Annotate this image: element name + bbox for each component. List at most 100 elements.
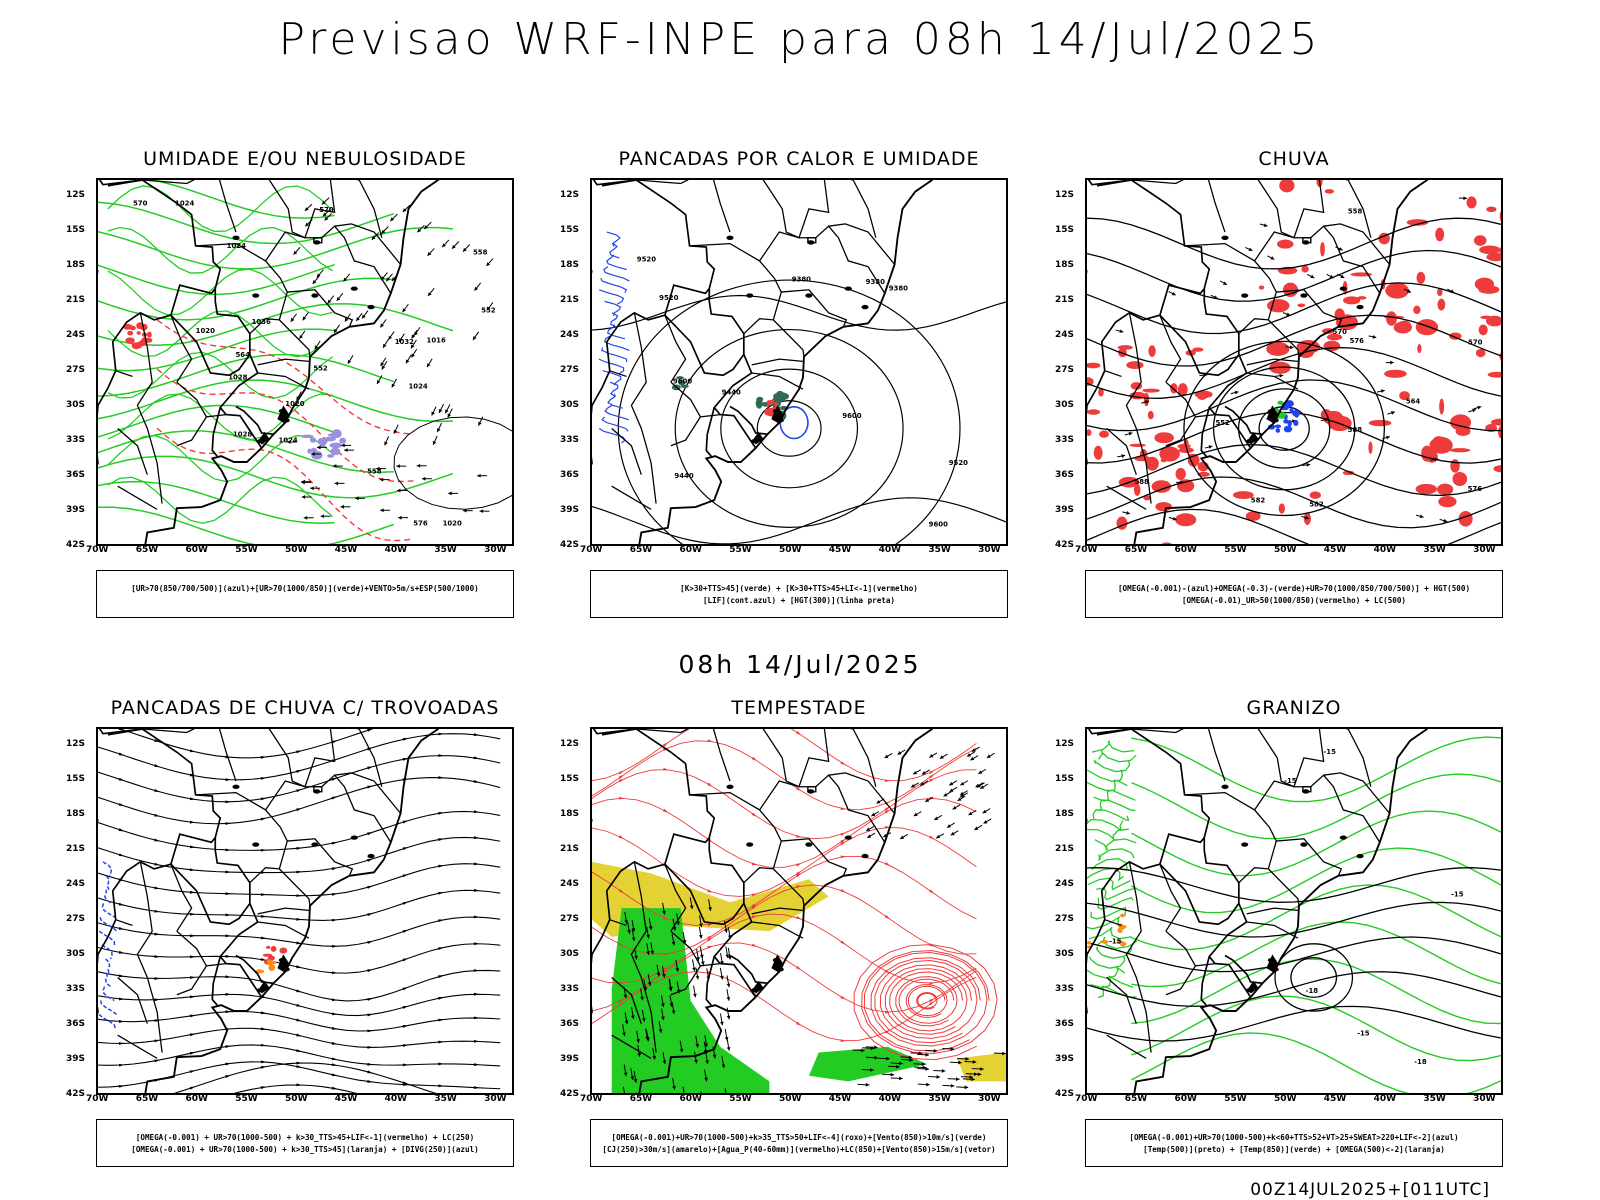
legend-line: [OMEGA(-0.001)+UR>70(1000-500)+k>35_TTS>… [611, 1133, 987, 1142]
lat-tick-label: 21S [1055, 843, 1075, 854]
map-frame [96, 727, 514, 1095]
lat-tick-label: 30S [66, 399, 86, 410]
map-frame: -15 -18 -18 -15 -15 -15 -15 [1085, 727, 1503, 1095]
lat-tick-label: 12S [560, 738, 580, 749]
lat-tick-label: 15S [66, 773, 86, 784]
map-frame: 1020 1020 1024 1024 1020 1024 1024 1028 1028 1032… [96, 178, 514, 546]
panel-title: GRANIZO [1246, 697, 1342, 719]
contour-label: 9440 [674, 472, 693, 480]
lon-tick-label: 45W [334, 1094, 358, 1104]
lat-tick-label: 12S [66, 189, 86, 200]
lon-tick-label: 35W [1423, 1094, 1446, 1104]
lat-tick-label: 33S [560, 434, 580, 445]
lat-tick-label: 27S [1055, 913, 1075, 924]
lon-tick-label: 45W [334, 545, 358, 555]
lon-tick-label: 70W [86, 545, 109, 555]
lat-tick-label: 42S [1055, 540, 1075, 550]
lat-tick-label: 27S [66, 913, 86, 924]
contour-label: 576 [1350, 337, 1365, 345]
lat-tick-label: 30S [560, 948, 580, 959]
contour-label: 552 [1215, 419, 1230, 427]
lon-tick-label: 30W [484, 545, 507, 555]
lat-tick-label: 15S [1055, 224, 1075, 235]
contour-label: 570 [319, 206, 334, 214]
contour-label: 1020 [443, 519, 462, 527]
map-canvas [592, 729, 1006, 1093]
lat-tick-label: 33S [560, 983, 580, 994]
lat-tick-label: 39S [66, 1053, 86, 1064]
contour-label: 9600 [929, 520, 948, 528]
lat-tick-label: 39S [1055, 1053, 1075, 1064]
contour-label: 570 [1333, 328, 1348, 336]
contour-label: 558 [367, 467, 382, 475]
lat-tick-label: 33S [66, 983, 86, 994]
lat-tick-label: 36S [560, 469, 580, 480]
lon-tick-label: 35W [434, 1094, 457, 1104]
legend-line: [OMEGA(-0.001) + UR>70(1000-500) + k>30_… [131, 1145, 479, 1154]
contour-label: 564 [235, 351, 250, 359]
contour-label: 9520 [637, 256, 656, 264]
lon-tick-label: 55W [1224, 1094, 1247, 1104]
map-frame: 9600 9600 9600 9520 9520 9520 9440 9440 9380 9380… [590, 178, 1008, 546]
legend-line: [LIF](cont.azul) + [HGT(300)](linha pret… [702, 596, 896, 605]
map-canvas: 9600 9600 9600 9520 9520 9520 9440 9440 9380 9380… [592, 180, 1006, 544]
lat-tick-label: 42S [66, 540, 86, 550]
lon-tick-label: 35W [1423, 545, 1446, 555]
lon-tick-label: 65W [1124, 545, 1148, 555]
lon-tick-label: 35W [928, 545, 951, 555]
lon-tick-label: 50W [1274, 1094, 1297, 1104]
contour-label: -15 [1323, 748, 1336, 756]
lon-tick-label: 45W [1323, 545, 1347, 555]
contour-label: -15 [1284, 777, 1297, 785]
contour-label: 1024 [278, 436, 297, 444]
lat-tick-label: 18S [560, 259, 580, 270]
map-canvas: -15 -18 -18 -15 -15 -15 -15 [1087, 729, 1501, 1093]
legend-line: [UR>70(850/700/500)](azul)+[UR>70(1000/8… [131, 584, 479, 593]
panel-title: PANCADAS DE CHUVA C/ TROVOADAS [110, 697, 500, 719]
lat-tick-label: 24S [1055, 878, 1075, 889]
lon-tick-label: 40W [1373, 545, 1397, 555]
lat-tick-label: 39S [1055, 504, 1075, 515]
contour-label: -15 [1109, 937, 1122, 945]
lat-tick-label: 18S [560, 808, 580, 819]
legend-box: [OMEGA(-0.001)-(azul)+OMEGA(-0.3)-(verde… [1085, 570, 1503, 618]
lat-tick-label: 30S [1055, 948, 1075, 959]
contour-label: 1024 [175, 200, 194, 208]
contour-label: 1016 [427, 336, 446, 344]
contour-label: 1024 [227, 242, 246, 250]
contour-label: 1028 [233, 430, 252, 438]
lon-tick-label: 55W [729, 1094, 752, 1104]
map-frame [590, 727, 1008, 1095]
lat-tick-label: 33S [66, 434, 86, 445]
lon-tick-label: 60W [1174, 545, 1197, 555]
legend-line: [K>30+TTS>45](verde) + [K>30+TTS>45+LI<-… [680, 584, 918, 593]
lat-tick-label: 33S [1055, 434, 1075, 445]
contour-label: 9600 [673, 377, 692, 385]
lon-tick-label: 65W [135, 545, 159, 555]
lat-tick-label: 27S [1055, 364, 1075, 375]
lat-tick-label: 21S [560, 294, 580, 305]
lon-tick-label: 35W [928, 1094, 951, 1104]
lat-tick-label: 39S [560, 1053, 580, 1064]
contour-label: 576 [1468, 485, 1483, 493]
legend-box: [UR>70(850/700/500)](azul)+[UR>70(1000/8… [96, 570, 514, 618]
legend-box: [OMEGA(-0.001)+UR>70(1000-500)+k>35_TTS>… [590, 1119, 1008, 1167]
panel-title: CHUVA [1258, 148, 1330, 170]
legend-line: [OMEGA(-0.001)+UR>70(1000-500)+k<60+TTS>… [1129, 1133, 1459, 1142]
lon-tick-label: 60W [679, 545, 702, 555]
contour-label: 1024 [409, 382, 428, 390]
lat-tick-label: 36S [66, 1018, 86, 1029]
contour-label: 9380 [792, 275, 811, 283]
lon-tick-label: 40W [1373, 1094, 1397, 1104]
lat-tick-label: 21S [1055, 294, 1075, 305]
legend-line: [CJ(250)>30m/s](amarelo)+[Agua_P(40-60mm… [602, 1145, 996, 1154]
contour-label: 9600 [842, 412, 861, 420]
map-frame: 588 588 582 576 570 564 558 552 570 576 582 [1085, 178, 1503, 546]
lon-tick-label: 40W [384, 545, 408, 555]
lat-tick-label: 36S [560, 1018, 580, 1029]
contour-label: -15 [1451, 891, 1464, 899]
map-canvas [98, 729, 501, 1093]
lat-tick-label: 15S [1055, 773, 1075, 784]
contour-label: 9440 [722, 389, 741, 397]
contour-label: 1032 [395, 338, 414, 346]
